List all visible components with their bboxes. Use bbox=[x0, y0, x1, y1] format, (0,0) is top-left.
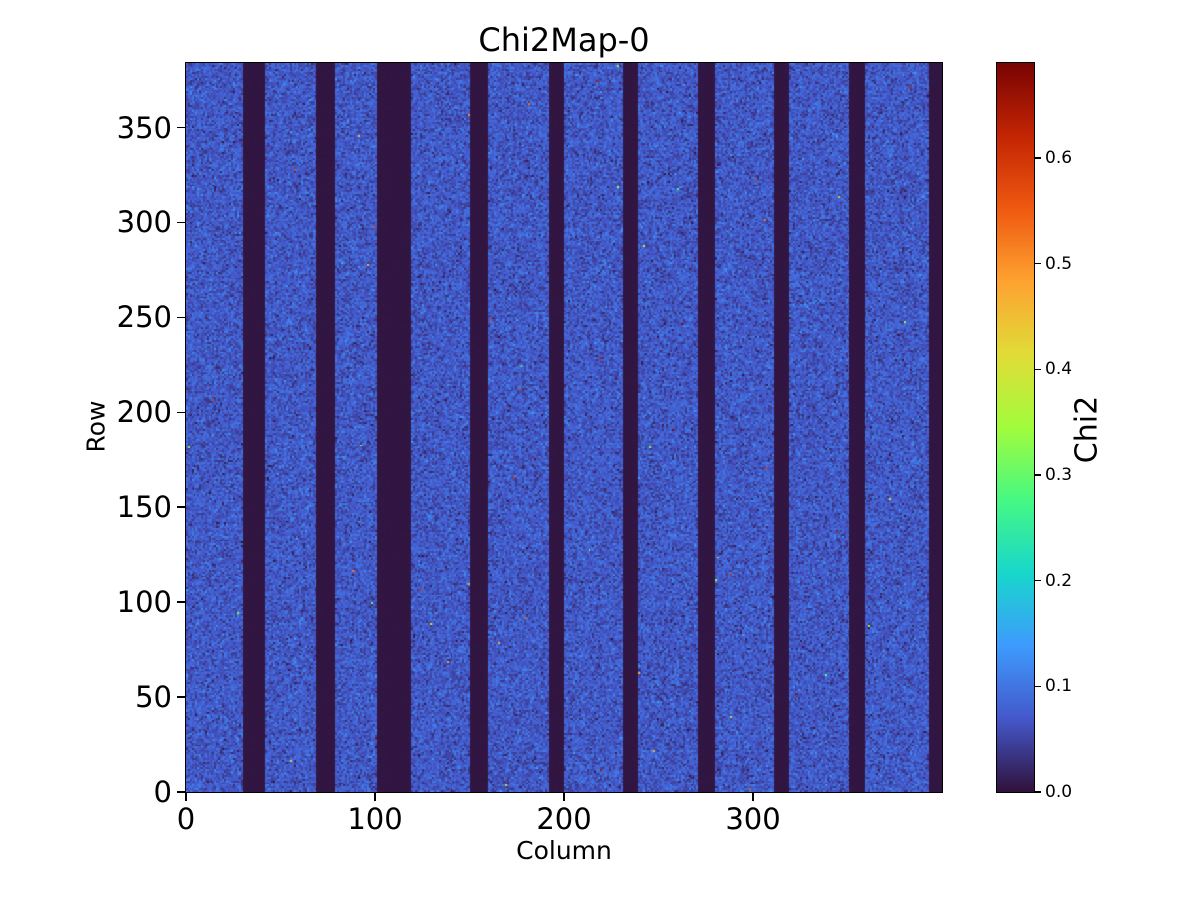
y-tick-label: 150 bbox=[116, 490, 172, 525]
colorbar-label: Chi2 bbox=[1069, 395, 1105, 464]
colorbar-tick-label: 0.3 bbox=[1045, 465, 1073, 486]
x-tick-label: 200 bbox=[536, 802, 592, 836]
y-tick-mark bbox=[177, 126, 186, 129]
colorbar-tick-mark bbox=[1034, 791, 1041, 793]
colorbar-tick-label: 0.2 bbox=[1045, 570, 1073, 591]
colorbar-canvas bbox=[996, 62, 1035, 793]
colorbar-tick-mark bbox=[1034, 474, 1041, 476]
y-tick-label: 200 bbox=[116, 395, 172, 430]
colorbar-tick-label: 0.1 bbox=[1045, 676, 1073, 697]
chart-title: Chi2Map-0 bbox=[478, 21, 650, 59]
y-tick-mark bbox=[177, 221, 186, 224]
x-tick-mark bbox=[185, 792, 187, 801]
y-tick-mark bbox=[177, 411, 186, 414]
x-tick-label: 100 bbox=[347, 802, 403, 836]
y-tick-label: 300 bbox=[116, 205, 172, 240]
colorbar-tick-mark bbox=[1034, 579, 1041, 582]
x-tick-label: 0 bbox=[176, 802, 196, 836]
x-tick-mark bbox=[752, 792, 754, 801]
x-tick-label: 300 bbox=[725, 802, 781, 836]
colorbar-tick-mark bbox=[1034, 685, 1041, 688]
colorbar-tick-mark bbox=[1034, 263, 1041, 265]
y-tick-mark bbox=[177, 791, 186, 793]
y-tick-label: 100 bbox=[116, 585, 172, 620]
colorbar-tick-label: 0.6 bbox=[1045, 148, 1073, 169]
colorbar-tick-label: 0.5 bbox=[1045, 253, 1073, 274]
colorbar-tick-label: 0.4 bbox=[1045, 359, 1073, 380]
colorbar-tick-label: 0.0 bbox=[1045, 782, 1073, 802]
y-tick-label: 250 bbox=[116, 300, 172, 335]
y-tick-label: 0 bbox=[153, 775, 172, 809]
y-tick-mark bbox=[177, 506, 186, 509]
colorbar-tick-mark bbox=[1034, 368, 1041, 371]
y-axis-label: Row bbox=[81, 400, 111, 453]
colorbar-tick-mark bbox=[1034, 157, 1041, 159]
y-tick-label: 50 bbox=[135, 680, 172, 715]
y-tick-label: 350 bbox=[116, 110, 172, 145]
x-axis-label: Column bbox=[516, 836, 612, 865]
x-tick-mark bbox=[563, 792, 565, 801]
y-tick-mark bbox=[177, 696, 186, 698]
y-tick-mark bbox=[177, 316, 186, 319]
y-tick-mark bbox=[177, 601, 186, 603]
heatmap-canvas bbox=[185, 62, 943, 793]
x-tick-mark bbox=[374, 792, 376, 801]
